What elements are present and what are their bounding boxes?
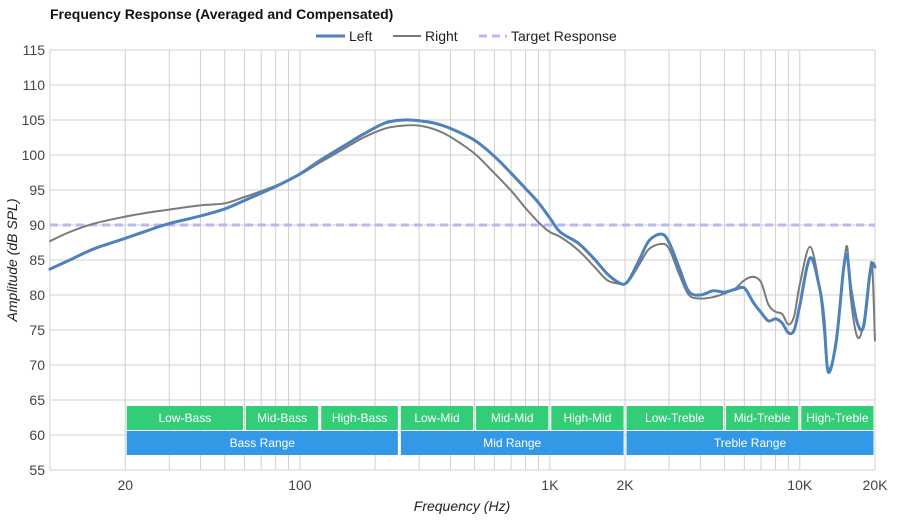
band-high-treble: High-Treble (801, 406, 874, 430)
y-tick-label: 95 (29, 182, 45, 198)
grid (49, 49, 876, 471)
y-tick-label: 115 (23, 42, 46, 58)
band-mid-mid: Mid-Mid (476, 406, 549, 430)
y-tick-label: 55 (29, 462, 45, 478)
band-bar (551, 406, 624, 430)
band-label: Low-Bass (159, 411, 212, 425)
band-label: Treble Range (714, 436, 787, 450)
band-bar (400, 406, 474, 430)
y-tick-label: 90 (29, 217, 45, 233)
band-bar (126, 406, 243, 430)
band-bar (801, 406, 874, 430)
band-label: Low-Mid (414, 411, 459, 425)
series-line-right (49, 124, 876, 370)
x-tick-label: 10K (787, 477, 813, 493)
y-axis-label: Amplitude (dB SPL) (4, 199, 20, 323)
y-tick-label: 100 (22, 147, 46, 163)
legend-label-left: Left (349, 28, 372, 44)
y-axis-ticks: 55 60 65 70 75 80 85 90 95 100 105 110 115 (22, 42, 46, 478)
band-label: Low-Treble (645, 411, 705, 425)
band-label: High-Bass (332, 411, 387, 425)
band-mid-treble: Mid-Treble (726, 406, 799, 430)
band-label: Bass Range (230, 436, 296, 450)
frequency-bands: Low-Bass Mid-Bass High-Bass Low-Mid Mid-Mid H… (126, 406, 874, 455)
legend-label-right: Right (425, 28, 458, 44)
band-label: Mid-Bass (257, 411, 307, 425)
band-label: Mid-Treble (734, 411, 791, 425)
band-low-bass: Low-Bass (126, 406, 243, 430)
band-bar (400, 431, 624, 455)
band-treble-range: Treble Range (626, 431, 874, 455)
x-tick-label: 1K (541, 477, 559, 493)
chart-legend: Left Right Target Response (316, 28, 617, 44)
plot-lines (48, 118, 877, 374)
y-tick-label: 65 (29, 392, 45, 408)
band-bar (321, 406, 398, 430)
band-low-mid: Low-Mid (400, 406, 474, 430)
band-label: Mid Range (483, 436, 541, 450)
band-high-mid: High-Mid (551, 406, 624, 430)
band-bass-range: Bass Range (126, 431, 398, 455)
y-tick-label: 70 (29, 357, 45, 373)
x-axis-ticks: 20 100 1K 2K 10K 20K (117, 477, 888, 493)
y-tick-label: 85 (29, 252, 45, 268)
band-high-bass: High-Bass (321, 406, 398, 430)
x-tick-label: 2K (617, 477, 635, 493)
band-label: High-Mid (563, 411, 611, 425)
y-tick-label: 60 (29, 427, 45, 443)
y-tick-label: 105 (22, 112, 46, 128)
band-mid-bass: Mid-Bass (245, 406, 319, 430)
band-low-treble: Low-Treble (626, 406, 724, 430)
x-tick-label: 20 (117, 477, 133, 493)
y-tick-label: 80 (29, 287, 45, 303)
band-bar (245, 406, 319, 430)
legend-label-target: Target Response (511, 28, 617, 44)
x-tick-label: 20K (863, 477, 889, 493)
y-tick-label: 110 (23, 77, 46, 93)
y-tick-label: 75 (29, 322, 45, 338)
chart-title: Frequency Response (Averaged and Compens… (50, 6, 393, 22)
band-label: Mid-Mid (491, 411, 534, 425)
band-bar (626, 431, 874, 455)
band-mid-range: Mid Range (400, 431, 624, 455)
series-line-left (48, 118, 877, 374)
x-axis-label: Frequency (Hz) (414, 498, 510, 514)
band-bar (476, 406, 549, 430)
band-bar (626, 406, 724, 430)
band-bar (126, 431, 398, 455)
x-tick-label: 100 (288, 477, 312, 493)
band-bar (726, 406, 799, 430)
band-label: High-Treble (806, 411, 869, 425)
